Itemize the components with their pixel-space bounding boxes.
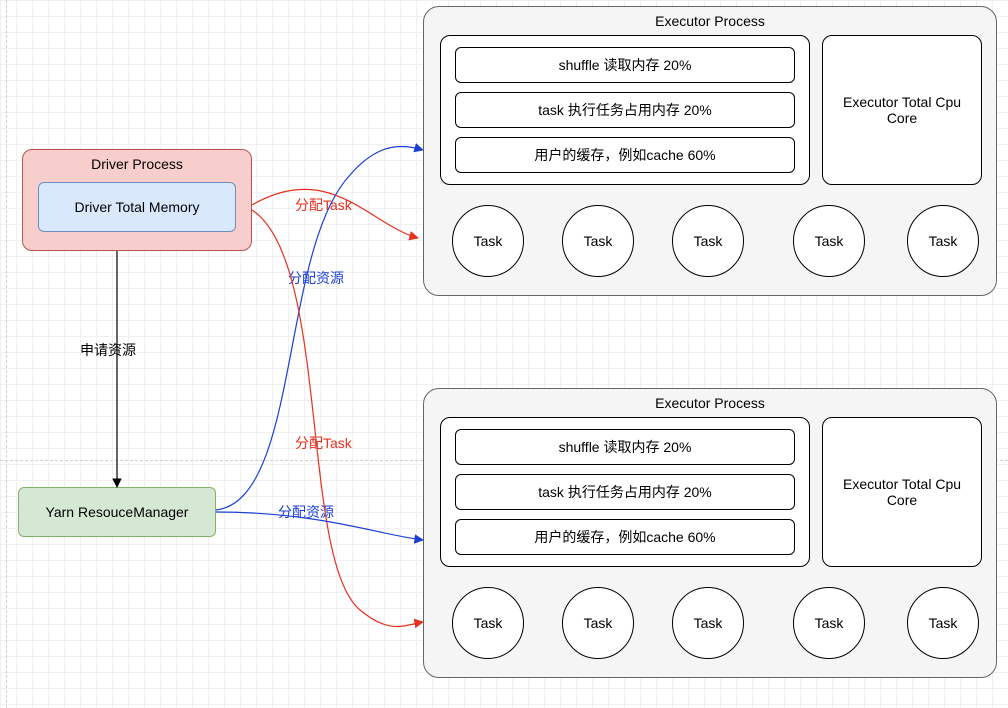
task-top-4-label: Task: [929, 233, 958, 249]
mem-row-top-0-label: shuffle 读取内存 20%: [559, 55, 692, 75]
executor-cpu-top: Executor Total Cpu Core: [822, 35, 982, 185]
mem-row-top-2: 用户的缓存，例如cache 60%: [455, 137, 795, 173]
driver-process-title: Driver Process: [91, 156, 183, 172]
mem-row-top-1-label: task 执行任务占用内存 20%: [538, 100, 711, 120]
task-bottom-4-label: Task: [929, 615, 958, 631]
task-top-3: Task: [793, 205, 865, 277]
task-bottom-3: Task: [793, 587, 865, 659]
task-bottom-2-label: Task: [694, 615, 723, 631]
task-bottom-2: Task: [672, 587, 744, 659]
executor-process-title-top: Executor Process: [655, 13, 765, 29]
driver-total-memory-box: Driver Total Memory: [38, 182, 236, 232]
edge-label-alloc-task-top: 分配Task: [295, 195, 352, 215]
edge-label-alloc-res-bottom: 分配资源: [278, 502, 334, 522]
mem-row-top-0: shuffle 读取内存 20%: [455, 47, 795, 83]
guide-v: [6, 0, 7, 708]
task-top-3-label: Task: [815, 233, 844, 249]
executor-process-title-bottom: Executor Process: [655, 395, 765, 411]
executor-cpu-top-label: Executor Total Cpu Core: [823, 94, 981, 126]
mem-row-bottom-0: shuffle 读取内存 20%: [455, 429, 795, 465]
executor-cpu-bottom: Executor Total Cpu Core: [822, 417, 982, 567]
mem-row-bottom-1-label: task 执行任务占用内存 20%: [538, 482, 711, 502]
driver-total-memory-label: Driver Total Memory: [75, 199, 200, 215]
yarn-rm-label: Yarn ResouceManager: [46, 504, 189, 520]
task-top-2: Task: [672, 205, 744, 277]
mem-row-bottom-2: 用户的缓存，例如cache 60%: [455, 519, 795, 555]
mem-row-top-1: task 执行任务占用内存 20%: [455, 92, 795, 128]
edge-label-alloc-res-top: 分配资源: [288, 268, 344, 288]
mem-row-top-2-label: 用户的缓存，例如cache 60%: [534, 145, 715, 165]
task-top-1: Task: [562, 205, 634, 277]
task-top-1-label: Task: [584, 233, 613, 249]
task-top-0: Task: [452, 205, 524, 277]
edge-label-alloc-task-bottom: 分配Task: [295, 433, 352, 453]
edge-label-driver-yarn: 申请资源: [80, 340, 136, 360]
task-bottom-0: Task: [452, 587, 524, 659]
executor-cpu-bottom-label: Executor Total Cpu Core: [823, 476, 981, 508]
task-bottom-1-label: Task: [584, 615, 613, 631]
mem-row-bottom-1: task 执行任务占用内存 20%: [455, 474, 795, 510]
task-bottom-1: Task: [562, 587, 634, 659]
task-bottom-0-label: Task: [474, 615, 503, 631]
yarn-rm-box: Yarn ResouceManager: [18, 487, 216, 537]
task-top-4: Task: [907, 205, 979, 277]
task-top-2-label: Task: [694, 233, 723, 249]
mem-row-bottom-0-label: shuffle 读取内存 20%: [559, 437, 692, 457]
mem-row-bottom-2-label: 用户的缓存，例如cache 60%: [534, 527, 715, 547]
task-top-0-label: Task: [474, 233, 503, 249]
task-bottom-4: Task: [907, 587, 979, 659]
task-bottom-3-label: Task: [815, 615, 844, 631]
